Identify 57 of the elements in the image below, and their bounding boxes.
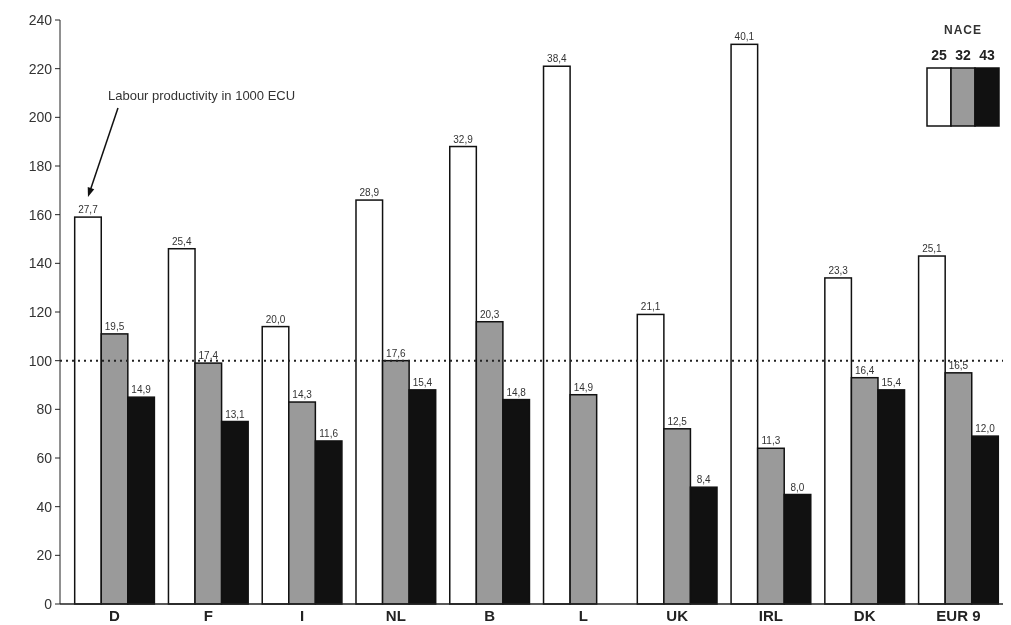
y-tick-label: 20	[36, 547, 53, 564]
x-tick-label: EUR 9	[936, 607, 981, 624]
y-tick-label: 80	[36, 401, 53, 418]
x-tick-label: IRL	[758, 607, 784, 624]
y-tick-label: 220	[28, 60, 53, 77]
annotation: 14,9	[573, 381, 594, 393]
annotation: 15,4	[881, 376, 902, 388]
x-tick-label: NL	[385, 607, 406, 624]
legend-title: NACE	[943, 23, 983, 37]
annotation: 40,1	[734, 31, 755, 43]
annotation: 32,9	[453, 133, 474, 145]
y-tick-label: 140	[28, 255, 53, 272]
y-tick-label: 0	[44, 595, 53, 612]
annotation: 25,1	[922, 243, 943, 255]
annotation: Labour productivity in 1000 ECU	[107, 88, 296, 103]
annotation: 20,3	[479, 308, 500, 320]
text: 25	[931, 47, 947, 63]
annotation: 12,5	[667, 415, 688, 427]
annotation: 16,5	[948, 359, 969, 371]
text: 43	[979, 47, 995, 63]
annotation: 19,5	[104, 320, 125, 332]
annotation: 14,3	[292, 389, 313, 401]
annotation: 14,8	[506, 386, 527, 398]
annotation: 21,1	[640, 301, 661, 313]
y-tick-label: 40	[36, 498, 53, 515]
y-tick-label: 180	[28, 157, 53, 174]
y-tick-label: 160	[28, 206, 53, 223]
annotation: 11,6	[319, 427, 339, 439]
x-tick-label: L	[578, 607, 588, 624]
annotation: 15,4	[412, 376, 433, 388]
annotation: 20,0	[265, 313, 286, 325]
y-tick-label: 100	[28, 352, 53, 369]
annotation: 17,6	[386, 347, 407, 359]
x-tick-label: D	[109, 607, 121, 624]
y-tick-label: 120	[28, 303, 53, 320]
y-tick-label: 240	[28, 11, 53, 28]
text: 32	[955, 47, 971, 63]
annotation: 38,4	[547, 53, 567, 65]
annotation: 27,7	[78, 204, 99, 216]
annotation: 11,3	[761, 435, 781, 447]
x-tick-label: UK	[666, 607, 689, 624]
x-tick-label: DK	[853, 607, 876, 624]
annotation: 17,4	[198, 350, 219, 362]
annotation: 12,0	[975, 423, 996, 435]
annotation: 28,9	[359, 187, 380, 199]
annotation: 8,0	[790, 481, 805, 493]
annotation: 8,4	[696, 474, 712, 486]
y-tick-label: 60	[36, 449, 53, 466]
annotation: 13,1	[225, 408, 246, 420]
x-tick-label: F	[203, 607, 213, 624]
annotation: 14,9	[131, 384, 152, 396]
annotation: 25,4	[172, 235, 192, 247]
x-tick-label: B	[484, 607, 496, 624]
y-tick-label: 200	[28, 109, 53, 126]
annotation: 23,3	[828, 264, 849, 276]
x-tick-label: I	[299, 607, 305, 624]
annotation: 16,4	[854, 364, 875, 376]
